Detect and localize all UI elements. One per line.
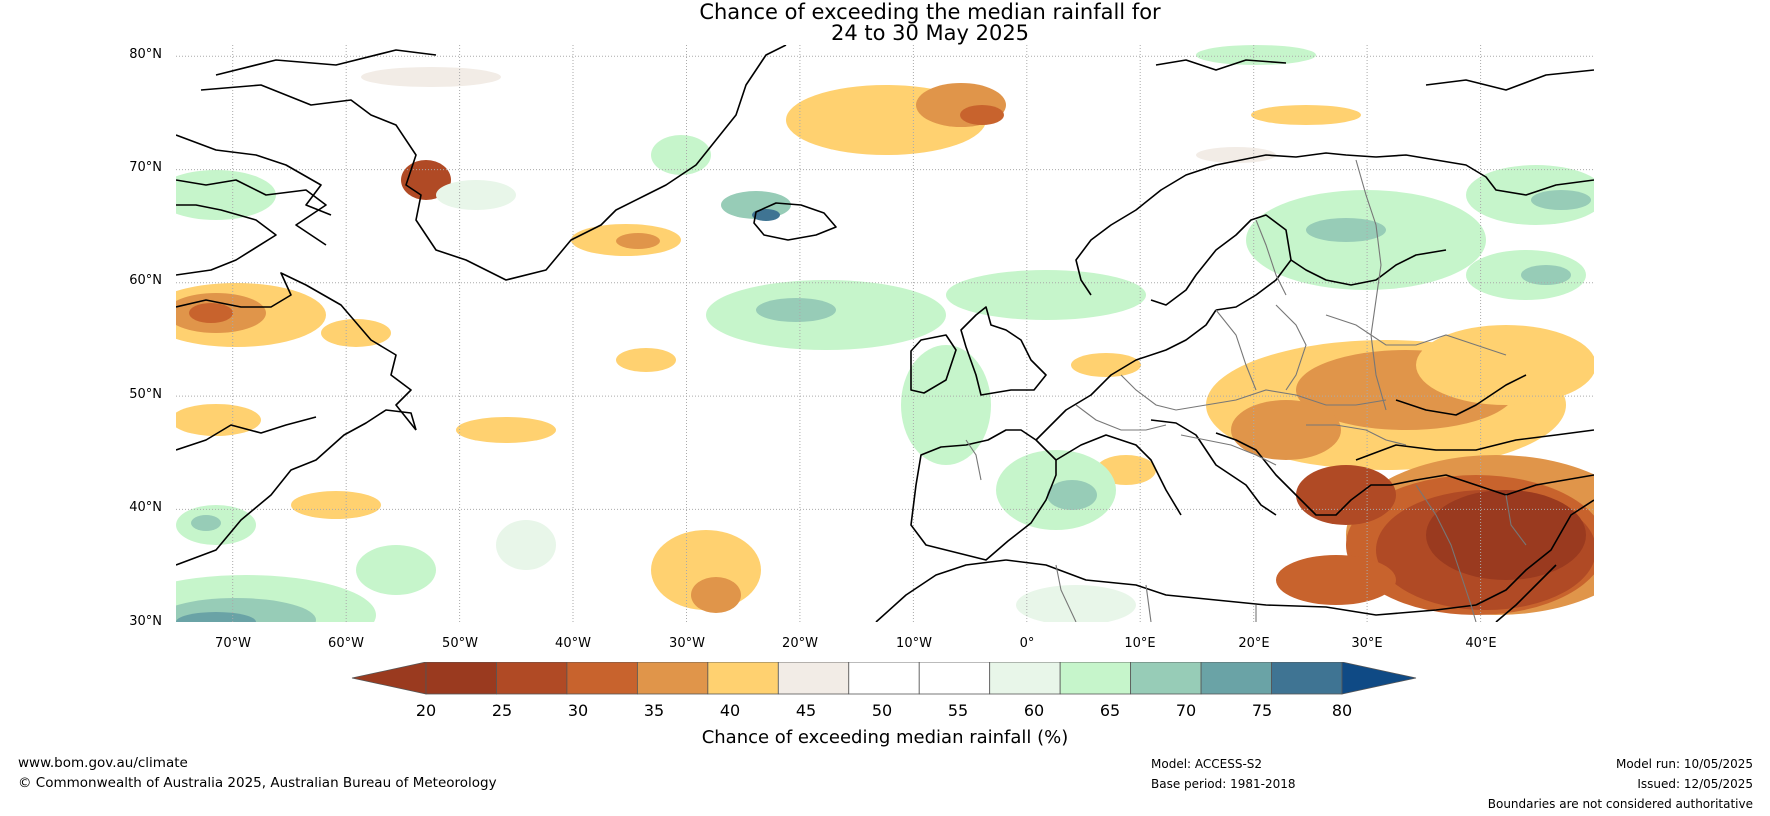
colorbar-low-arrow [351,662,427,695]
lon-label-70w: 70°W [215,636,251,651]
footer-model-run: Model run: 10/05/2025 [1615,757,1753,771]
lat-label-40n: 40°N [129,500,162,515]
colorbar-segment [1271,662,1343,695]
colorbar-tick: 55 [947,701,969,720]
wet-anomaly-regions [176,45,1594,622]
lon-label-20w: 20°W [782,636,818,651]
dry-anomaly-regions [176,67,1594,615]
colorbar-segment [848,662,920,695]
colorbar-segment [636,662,709,695]
colorbar-high-arrow [1341,662,1417,695]
lon-label-60w: 60°W [328,636,364,651]
footer-model: Model: ACCESS-S2 [1151,757,1263,771]
colorbar-segment [1130,662,1202,695]
colorbar-segment [707,662,779,695]
map-title: Chance of exceeding the median rainfall … [699,0,1161,24]
rainfall-map [176,45,1594,622]
colorbar-segment [1200,662,1272,695]
lon-label-30w: 30°W [669,636,705,651]
map-date-range: 24 to 30 May 2025 [830,21,1030,45]
lon-label-50w: 50°W [442,636,478,651]
colorbar-tick: 75 [1251,701,1273,720]
colorbar-tick: 20 [415,701,437,720]
lon-label-0: 0° [1019,636,1035,651]
colorbar [351,662,1417,695]
lat-label-60n: 60°N [129,273,162,288]
footer-copyright: © Commonwealth of Australia 2025, Austra… [18,775,497,791]
lat-label-30n: 30°N [129,614,162,629]
lon-label-40w: 40°W [555,636,591,651]
colorbar-label: Chance of exceeding median rainfall (%) [701,727,1069,748]
lon-label-10w: 10°W [896,636,932,651]
lat-label-70n: 70°N [129,160,162,175]
footer-issued: Issued: 12/05/2025 [1637,777,1753,791]
country-borders [965,159,1527,622]
colorbar-tick: 50 [871,701,893,720]
footer-disclaimer: Boundaries are not considered authoritat… [1487,797,1753,811]
colorbar-segment [777,662,850,695]
lon-label-30e: 30°E [1351,636,1383,651]
colorbar-tick: 25 [491,701,513,720]
colorbar-tick: 60 [1023,701,1045,720]
colorbar-tick: 30 [567,701,589,720]
lat-label-80n: 80°N [129,47,162,62]
colorbar-segment [918,662,991,695]
graticule [176,45,1594,622]
footer-url: www.bom.gov.au/climate [18,755,188,771]
lon-label-40e: 40°E [1465,636,1497,651]
colorbar-tick: 70 [1175,701,1197,720]
colorbar-tick: 40 [719,701,741,720]
rainfall-map-canvas [176,45,1594,622]
colorbar-tick: 80 [1331,701,1353,720]
colorbar-segment [425,662,497,695]
colorbar-tick: 65 [1099,701,1121,720]
colorbar-segment [1059,662,1132,695]
colorbar-tick: 35 [643,701,665,720]
lon-label-10e: 10°E [1124,636,1156,651]
colorbar-tick: 45 [795,701,817,720]
coastlines [176,45,1594,622]
colorbar-segment [566,662,638,695]
colorbar-segment [496,662,568,695]
footer-base-period: Base period: 1981-2018 [1151,777,1296,791]
lat-label-50n: 50°N [129,387,162,402]
lon-label-20e: 20°E [1238,636,1270,651]
colorbar-segment [989,662,1061,695]
